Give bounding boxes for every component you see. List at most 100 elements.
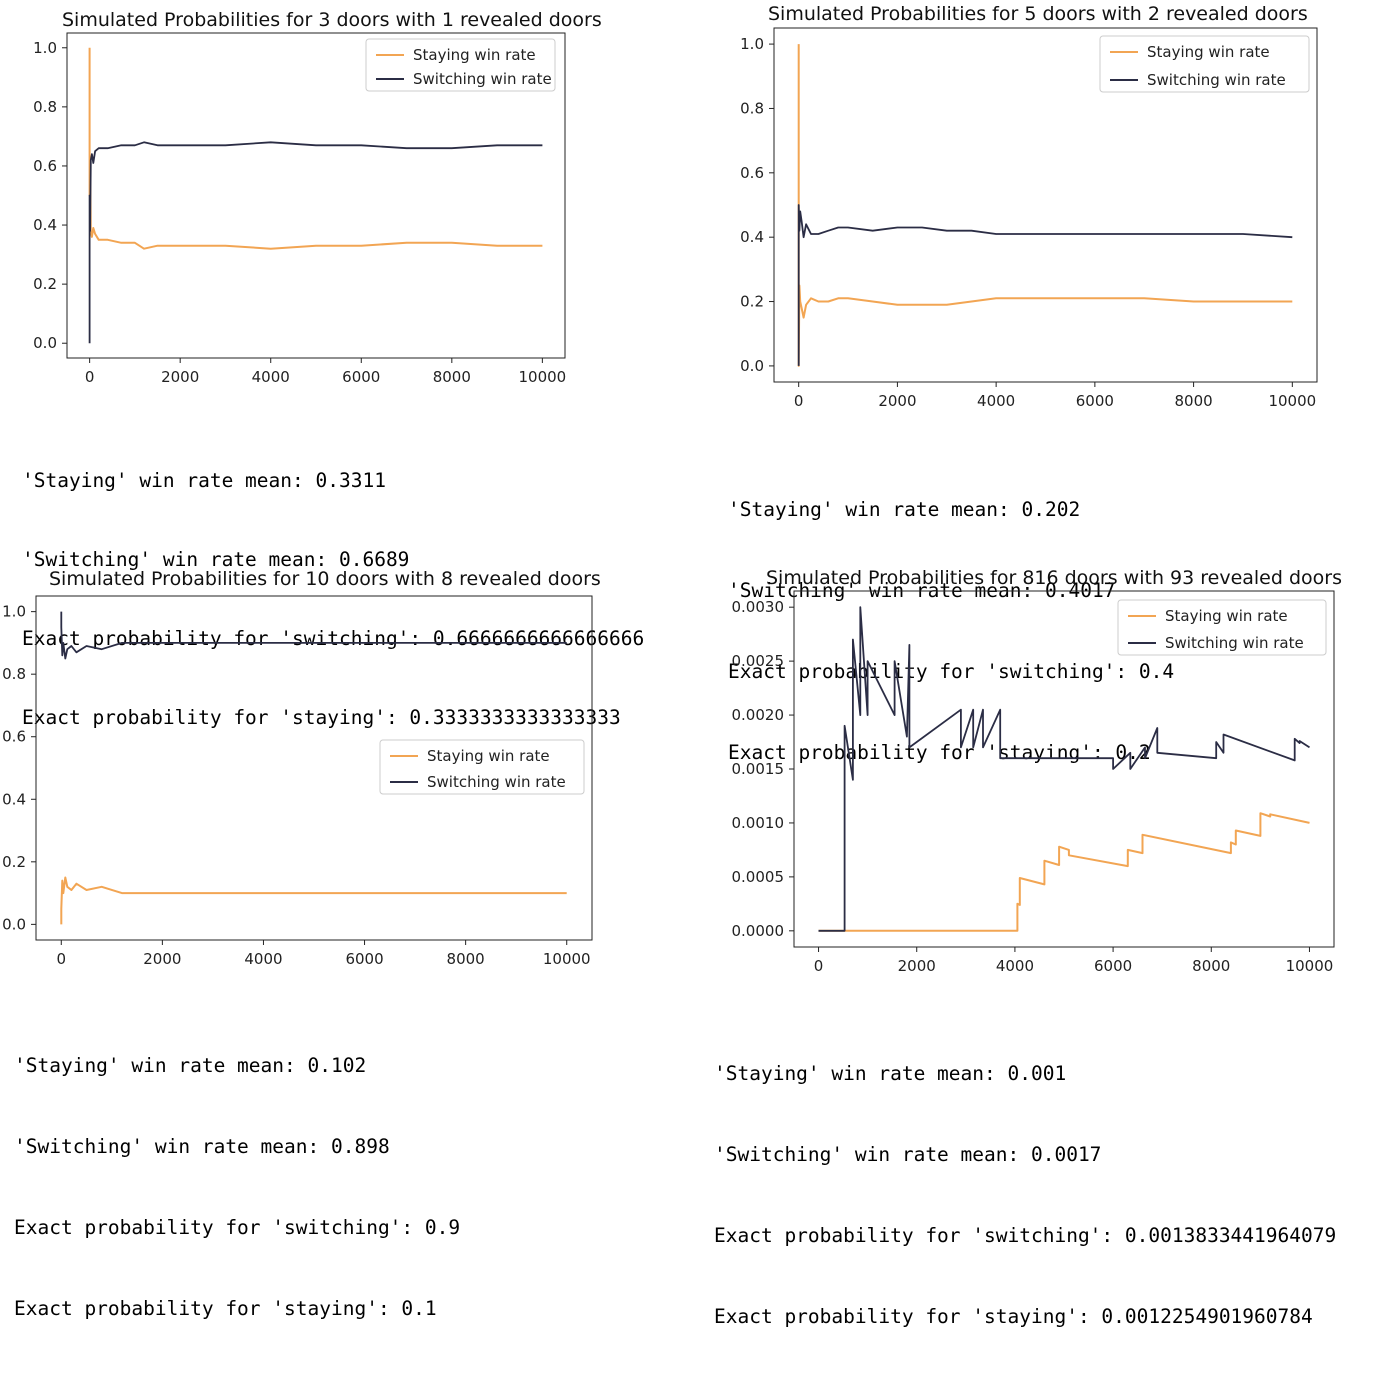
y-tick-label: 0.0010 [732, 814, 785, 832]
y-tick-label: 0.8 [740, 99, 764, 117]
output-line: 'Switching' win rate mean: 0.0017 [714, 1143, 1102, 1166]
y-tick-label: 0.4 [740, 228, 764, 246]
chart-816-doors: 0 2000 4000 6000 8000 10000 0.0000 0.0005 0.0010… [732, 590, 1335, 975]
output-line: Exact probability for 'staying': 0.1 [14, 1297, 437, 1320]
x-tick-label: 8000 [1192, 957, 1230, 975]
chart-5-doors: 0 2000 4000 6000 8000 10000 0.0 0.2 0.4 0.6 0.8 1.0… [740, 27, 1318, 410]
switching-series-line [88, 141, 543, 344]
x-tick-label: 0 [814, 957, 824, 975]
output-line: Exact probability for 'staying': 0.33333… [22, 706, 621, 729]
legend: Staying win rate Switching win rate [1099, 35, 1310, 93]
chart-title: Simulated Probabilities for 3 doors with… [62, 9, 602, 31]
x-tick-label: 4000 [244, 950, 282, 968]
x-tick-label: 8000 [447, 950, 485, 968]
output-line: 'Staying' win rate mean: 0.202 [728, 498, 1081, 521]
output-line: Exact probability for 'switching': 0.666… [22, 627, 645, 650]
output-line: Exact probability for 'switching': 0.001… [714, 1224, 1337, 1247]
x-tick-label: 0 [85, 368, 95, 386]
staying-series-line [818, 812, 1310, 932]
x-tick-label: 4000 [977, 392, 1015, 410]
x-tick-label: 6000 [1094, 957, 1132, 975]
x-tick-label: 0 [794, 392, 804, 410]
x-tick-label: 6000 [342, 368, 380, 386]
axes-frame [66, 32, 566, 359]
output-line: 'Staying' win rate mean: 0.102 [14, 1054, 367, 1077]
legend-staying-label: Staying win rate [427, 747, 550, 765]
legend-switching-label: Switching win rate [427, 773, 566, 791]
output-text: 'Staying' win rate mean: 0.001 'Switchin… [714, 1006, 1400, 1384]
x-tick-label: 4000 [252, 368, 290, 386]
x-tick-label: 10000 [519, 368, 567, 386]
switching-series-line [60, 611, 567, 660]
y-tick-label: 1.0 [2, 603, 26, 621]
legend: Staying win rate Switching win rate [365, 38, 556, 92]
staying-series-line [60, 876, 567, 925]
staying-series-line [797, 44, 1293, 367]
y-tick-label: 1.0 [33, 39, 57, 57]
legend: Staying win rate Switching win rate [379, 739, 585, 795]
x-tick-label: 2000 [878, 392, 916, 410]
y-tick-label: 0.0025 [732, 652, 785, 670]
y-tick-label: 0.4 [33, 216, 57, 234]
y-tick-label: 0.4 [2, 790, 26, 808]
x-tick-label: 6000 [1076, 392, 1114, 410]
legend-box [1117, 599, 1327, 656]
y-tick-label: 0.2 [740, 293, 764, 311]
output-line: 'Switching' win rate mean: 0.6689 [22, 548, 410, 571]
legend: Staying win rate Switching win rate [1117, 599, 1327, 656]
y-tick-label: 0.2 [2, 853, 26, 871]
y-tick-label: 0.0020 [732, 706, 785, 724]
x-tick-label: 10000 [1286, 957, 1334, 975]
switching-series-line [818, 606, 1310, 932]
legend-switching-label: Switching win rate [1165, 634, 1304, 652]
x-tick-label: 2000 [161, 368, 199, 386]
y-tick-label: 0.0005 [732, 868, 785, 886]
chart-3-doors: 0 2000 4000 6000 8000 10000 0.0 0.2 0.4 0.6 0.8 1.0… [33, 32, 567, 386]
x-tick-label: 2000 [143, 950, 181, 968]
x-tick-label: 10000 [543, 950, 591, 968]
y-tick-label: 0.6 [740, 164, 764, 182]
output-line: 'Staying' win rate mean: 0.001 [714, 1062, 1067, 1085]
x-tick-label: 10000 [1268, 392, 1316, 410]
chart-title: Simulated Probabilities for 10 doors wit… [49, 568, 601, 590]
y-tick-label: 0.6 [2, 728, 26, 746]
chart-10-doors: 0 2000 4000 6000 8000 10000 0.0 0.2 0.4 0.6 0.8 1.0… [2, 595, 593, 968]
output-text: 'Staying' win rate mean: 0.3311 'Switchi… [22, 413, 644, 785]
y-tick-label: 1.0 [740, 35, 764, 53]
legend-box [379, 739, 585, 795]
legend-switching-label: Switching win rate [413, 70, 552, 88]
y-tick-label: 0.2 [33, 275, 57, 293]
y-tick-label: 0.8 [2, 665, 26, 683]
y-tick-label: 0.0 [2, 915, 26, 933]
legend-staying-label: Staying win rate [1147, 43, 1270, 61]
y-tick-label: 0.0 [33, 334, 57, 352]
y-tick-label: 0.0000 [732, 922, 785, 940]
y-tick-label: 0.8 [33, 98, 57, 116]
x-tick-label: 4000 [996, 957, 1034, 975]
legend-box [365, 38, 556, 92]
output-line: Exact probability for 'staying': 0.00122… [714, 1305, 1313, 1328]
staying-series-line [88, 47, 543, 250]
y-tick-label: 0.0015 [732, 760, 785, 778]
x-tick-label: 8000 [433, 368, 471, 386]
output-line: 'Staying' win rate mean: 0.3311 [22, 469, 386, 492]
output-line: Exact probability for 'switching': 0.9 [14, 1216, 461, 1239]
legend-switching-label: Switching win rate [1147, 71, 1286, 89]
x-tick-label: 0 [56, 950, 66, 968]
output-text: 'Staying' win rate mean: 0.202 'Switchin… [728, 442, 1174, 820]
y-tick-label: 0.0030 [732, 598, 785, 616]
axes-frame [773, 27, 1318, 383]
legend-staying-label: Staying win rate [413, 46, 536, 64]
x-tick-label: 8000 [1174, 392, 1212, 410]
chart-title: Simulated Probabilities for 816 doors wi… [766, 567, 1342, 589]
chart-title: Simulated Probabilities for 5 doors with… [768, 3, 1308, 25]
y-tick-label: 0.6 [33, 157, 57, 175]
output-line: 'Switching' win rate mean: 0.898 [14, 1135, 390, 1158]
legend-box [1099, 35, 1310, 93]
x-tick-label: 2000 [898, 957, 936, 975]
legend-staying-label: Staying win rate [1165, 607, 1288, 625]
x-tick-label: 6000 [345, 950, 383, 968]
switching-series-line [797, 204, 1293, 366]
axes-frame [35, 595, 593, 941]
y-tick-label: 0.0 [740, 357, 764, 375]
